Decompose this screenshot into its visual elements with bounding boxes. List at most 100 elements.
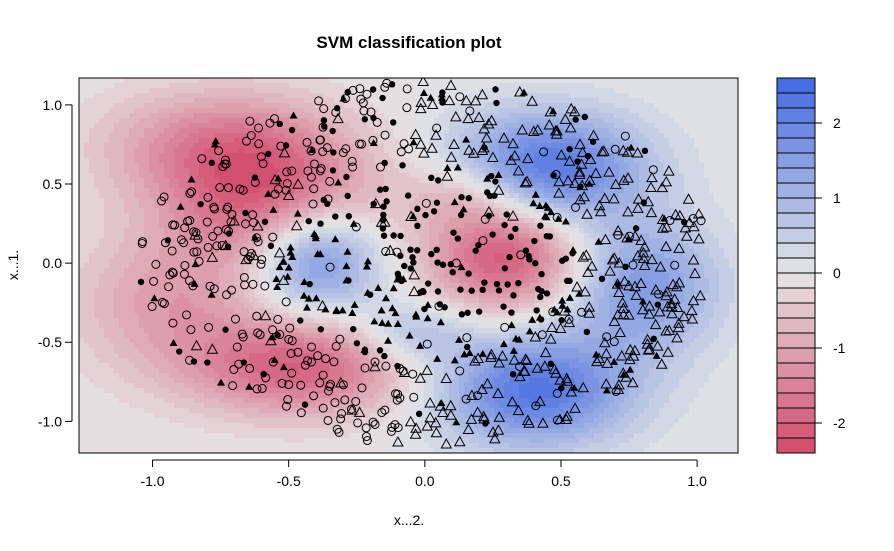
- contour-cell: [79, 208, 85, 214]
- contour-cell: [684, 103, 690, 109]
- contour-cell: [284, 193, 290, 199]
- contour-cell: [174, 168, 180, 174]
- contour-cell: [139, 258, 145, 264]
- contour-cell: [464, 168, 470, 174]
- contour-cell: [324, 208, 330, 214]
- contour-cell: [704, 93, 710, 99]
- contour-cell: [694, 193, 700, 199]
- contour-cell: [664, 198, 670, 204]
- contour-cell: [614, 173, 620, 179]
- contour-cell: [139, 148, 145, 154]
- contour-cell: [359, 133, 365, 139]
- contour-cell: [269, 138, 275, 144]
- contour-cell: [629, 163, 635, 169]
- contour-cell: [519, 218, 525, 224]
- contour-cell: [244, 143, 250, 149]
- contour-cell: [184, 78, 190, 84]
- contour-cell: [554, 258, 560, 264]
- contour-cell: [309, 108, 315, 114]
- contour-cell: [539, 103, 545, 109]
- contour-cell: [559, 103, 565, 109]
- contour-cell: [154, 173, 160, 179]
- contour-cell: [219, 78, 225, 84]
- contour-cell: [374, 83, 380, 89]
- contour-cell: [704, 178, 710, 184]
- contour-cell: [724, 148, 730, 154]
- contour-cell: [194, 168, 200, 174]
- contour-cell: [204, 93, 210, 99]
- contour-cell: [724, 193, 730, 199]
- contour-cell: [519, 178, 525, 184]
- contour-cell: [484, 113, 490, 119]
- contour-cell: [169, 118, 175, 124]
- contour-cell: [679, 128, 685, 134]
- contour-cell: [574, 133, 580, 139]
- contour-cell: [504, 233, 510, 239]
- contour-cell: [569, 263, 575, 269]
- contour-cell: [614, 123, 620, 129]
- contour-cell: [264, 108, 270, 114]
- contour-cell: [279, 228, 285, 234]
- contour-cell: [324, 223, 330, 229]
- contour-cell: [399, 198, 405, 204]
- contour-cell: [589, 203, 595, 209]
- contour-cell: [654, 93, 660, 99]
- contour-cell: [529, 208, 535, 214]
- contour-cell: [254, 158, 260, 164]
- contour-cell: [474, 238, 480, 244]
- contour-cell: [414, 158, 420, 164]
- contour-cell: [519, 128, 525, 134]
- contour-cell: [149, 83, 155, 89]
- contour-cell: [379, 263, 385, 269]
- contour-cell: [699, 208, 705, 214]
- contour-cell: [479, 263, 485, 269]
- contour-cell: [624, 123, 630, 129]
- contour-cell: [664, 153, 670, 159]
- contour-cell: [469, 253, 475, 259]
- contour-cell: [189, 173, 195, 179]
- contour-cell: [504, 143, 510, 149]
- contour-cell: [199, 263, 205, 269]
- contour-cell: [499, 198, 505, 204]
- contour-cell: [359, 218, 365, 224]
- contour-cell: [654, 193, 660, 199]
- contour-cell: [99, 233, 105, 239]
- contour-cell: [454, 213, 460, 219]
- contour-cell: [449, 188, 455, 194]
- contour-cell: [389, 128, 395, 134]
- contour-cell: [524, 133, 530, 139]
- contour-cell: [419, 98, 425, 104]
- contour-cell: [444, 78, 450, 84]
- contour-cell: [394, 193, 400, 199]
- contour-cell: [599, 128, 605, 134]
- contour-cell: [479, 223, 485, 229]
- contour-cell: [679, 158, 685, 164]
- contour-cell: [159, 133, 165, 139]
- contour-cell: [389, 78, 395, 84]
- contour-cell: [479, 193, 485, 199]
- contour-cell: [584, 208, 590, 214]
- contour-cell: [519, 198, 525, 204]
- contour-cell: [439, 138, 445, 144]
- contour-cell: [204, 263, 210, 269]
- contour-cell: [324, 238, 330, 244]
- contour-cell: [274, 108, 280, 114]
- contour-cell: [689, 243, 695, 249]
- contour-cell: [454, 133, 460, 139]
- contour-cell: [674, 138, 680, 144]
- contour-cell: [609, 123, 615, 129]
- contour-cell: [394, 138, 400, 144]
- contour-cell: [509, 173, 515, 179]
- contour-cell: [484, 198, 490, 204]
- contour-cell: [574, 248, 580, 254]
- contour-cell: [119, 228, 125, 234]
- contour-cell: [619, 88, 625, 94]
- contour-cell: [584, 133, 590, 139]
- contour-cell: [549, 88, 555, 94]
- contour-cell: [689, 93, 695, 99]
- contour-cell: [134, 118, 140, 124]
- contour-cell: [154, 233, 160, 239]
- contour-cell: [689, 233, 695, 239]
- contour-cell: [534, 243, 540, 249]
- contour-cell: [529, 123, 535, 129]
